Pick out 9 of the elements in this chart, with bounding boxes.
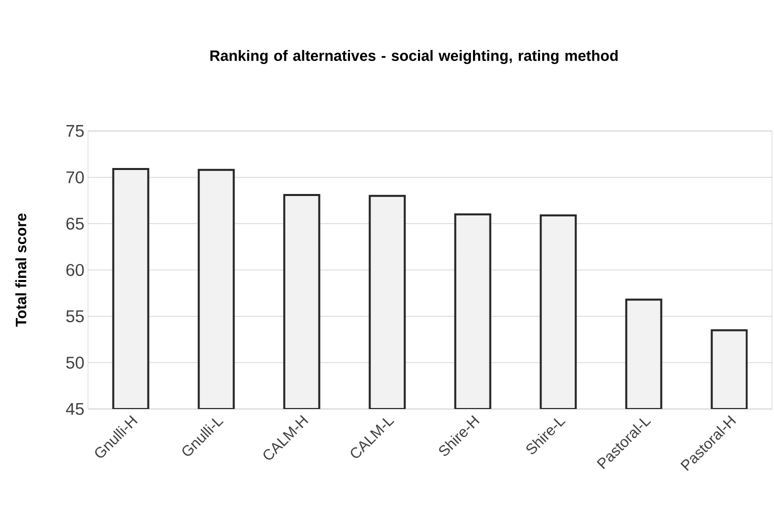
y-tick-label: 70: [66, 171, 84, 184]
y-tick-label: 75: [66, 125, 84, 137]
y-axis-title: Total final score: [15, 214, 26, 327]
y-tick-label: 65: [66, 218, 84, 230]
y-tick-label: 45: [66, 403, 84, 415]
y-tick-label: 60: [66, 264, 84, 276]
y-tick-label: 50: [66, 356, 84, 369]
chart-title: Ranking of alternatives - social weighting, rating method: [210, 50, 618, 64]
y-tick-label: 55: [66, 310, 84, 322]
